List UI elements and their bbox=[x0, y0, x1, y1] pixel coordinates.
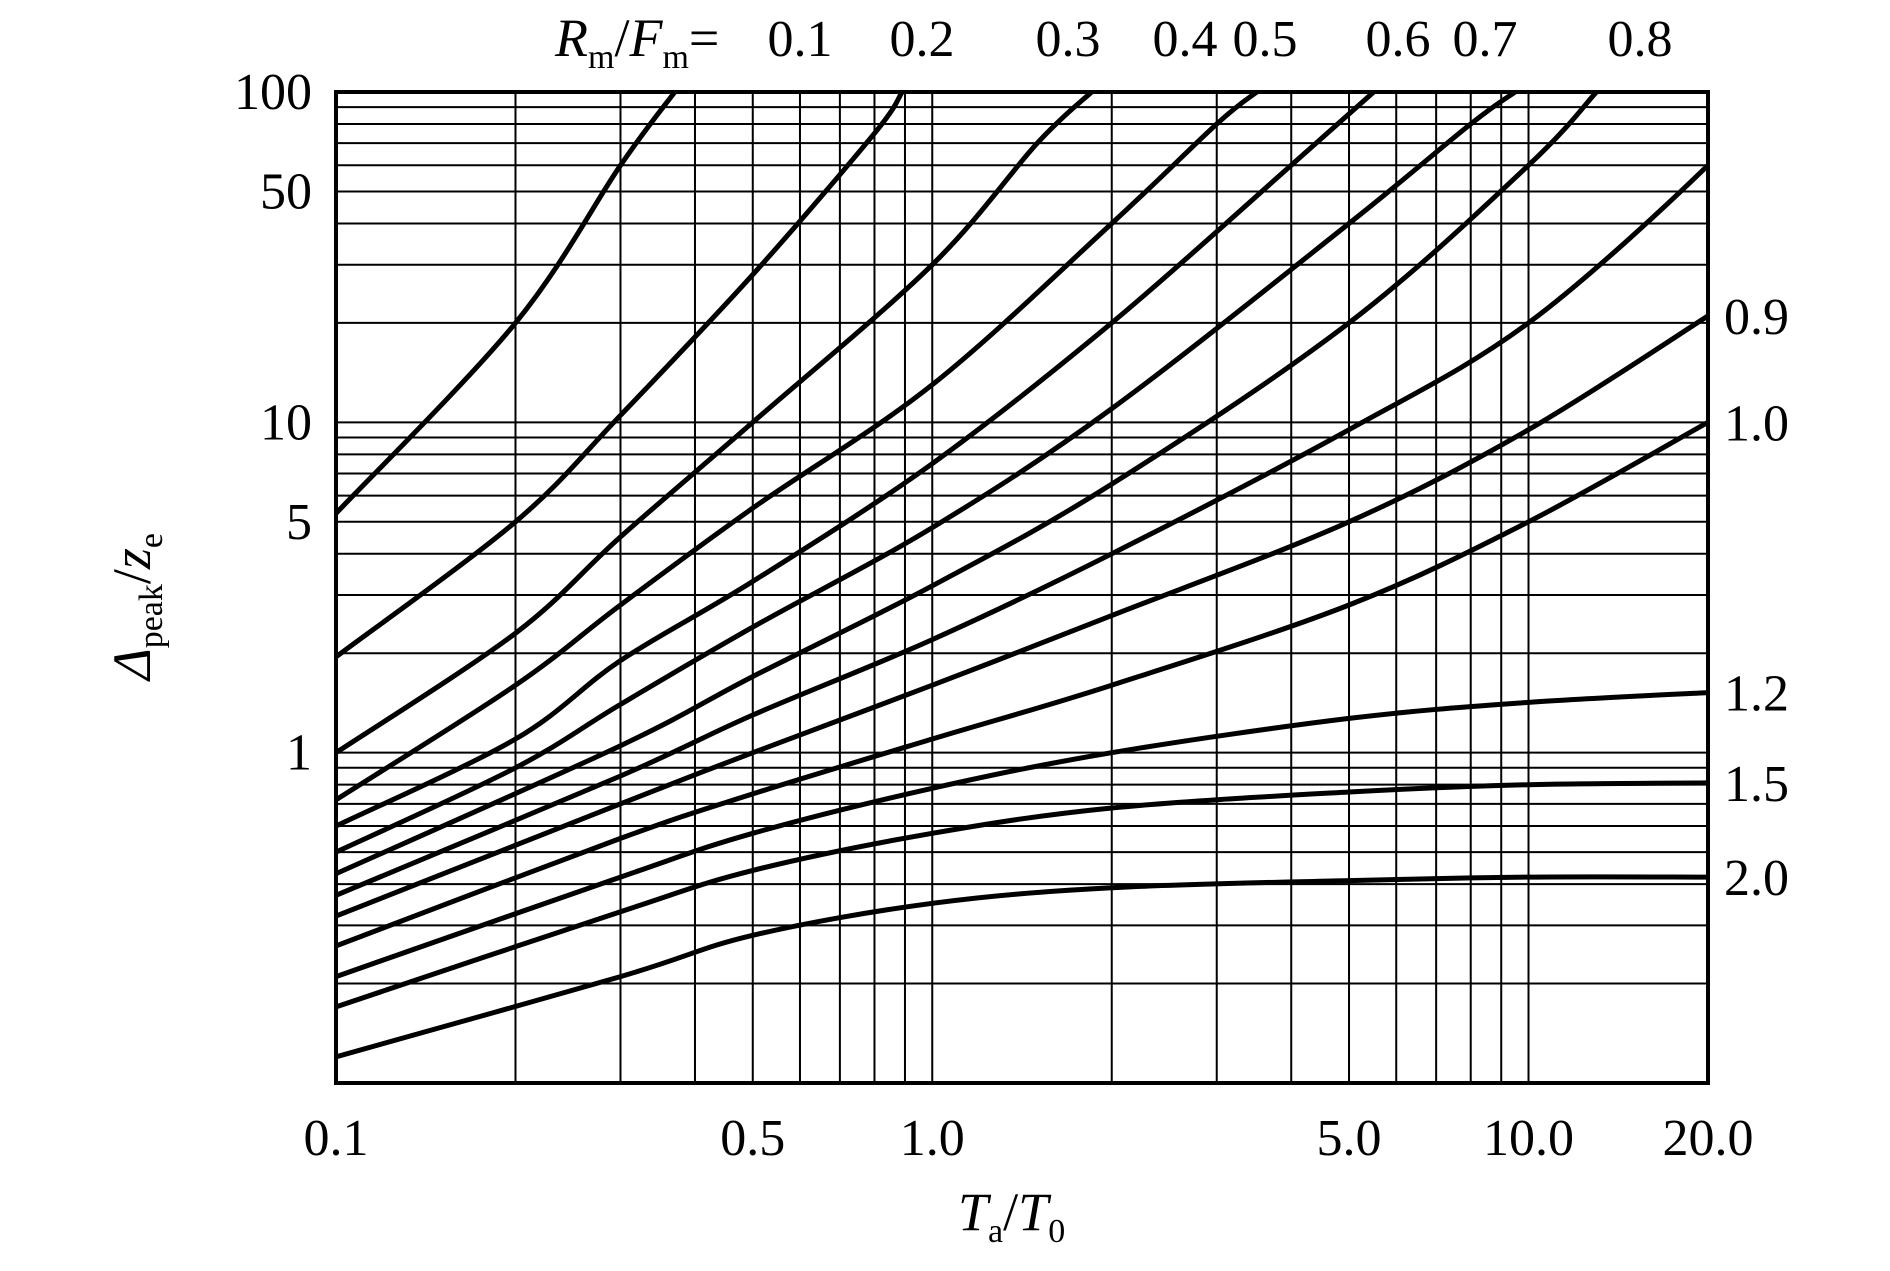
series-line-1.2 bbox=[336, 690, 1708, 979]
x-tick-labels: 0.1 0.5 1.0 5.0 10.0 20.0 bbox=[304, 1110, 1754, 1167]
plot-frame bbox=[334, 90, 1710, 1085]
y-axis-title: Δpeak/ze bbox=[102, 533, 170, 682]
series-label-0.4: 0.4 bbox=[1153, 11, 1218, 68]
series-labels: 0.1 0.2 0.3 0.4 0.5 0.6 0.7 0.8 0.9 1.0 1.2 1.5 2.0 bbox=[768, 11, 1790, 907]
series-line-0.1 bbox=[336, 92, 677, 516]
series-label-1.0: 1.0 bbox=[1724, 395, 1789, 452]
series-label-2.0: 2.0 bbox=[1724, 850, 1789, 907]
series-line-1.5 bbox=[336, 780, 1708, 1010]
series-label-1.5: 1.5 bbox=[1724, 756, 1789, 813]
y-tick-label: 10 bbox=[260, 394, 312, 451]
series-line-1.0 bbox=[336, 420, 1708, 949]
y-tick-label: 50 bbox=[260, 163, 312, 220]
x-tick-label: 5.0 bbox=[1317, 1110, 1382, 1167]
y-tick-labels: 1 5 10 50 100 bbox=[234, 64, 312, 782]
x-tick-label: 1.0 bbox=[900, 1110, 965, 1167]
series-line-0.4 bbox=[336, 92, 1259, 802]
series-line-0.3 bbox=[336, 92, 1094, 755]
series-line-0.5 bbox=[336, 92, 1376, 829]
series-line-0.2 bbox=[336, 92, 905, 659]
legend-title: Rm/Fm= bbox=[554, 8, 719, 76]
grid-lines bbox=[336, 92, 1708, 1083]
series-label-0.8: 0.8 bbox=[1608, 11, 1673, 68]
x-axis-title: Ta/T0 bbox=[958, 1182, 1065, 1250]
series-label-0.9: 0.9 bbox=[1724, 289, 1789, 346]
series-label-0.5: 0.5 bbox=[1233, 11, 1298, 68]
series-label-0.3: 0.3 bbox=[1036, 11, 1101, 68]
series-label-1.2: 1.2 bbox=[1724, 666, 1789, 723]
series-label-0.6: 0.6 bbox=[1366, 11, 1431, 68]
series-line-0.7 bbox=[336, 92, 1599, 876]
x-tick-label: 10.0 bbox=[1483, 1110, 1574, 1167]
series-line-0.8 bbox=[336, 161, 1708, 898]
y-tick-label: 1 bbox=[286, 725, 312, 782]
x-tick-label: 20.0 bbox=[1663, 1110, 1754, 1167]
series-line-2.0 bbox=[336, 874, 1708, 1060]
series-line-0.6 bbox=[336, 92, 1517, 855]
series-label-0.1: 0.1 bbox=[768, 11, 833, 68]
series-line-0.9 bbox=[336, 313, 1708, 919]
series-label-0.7: 0.7 bbox=[1453, 11, 1518, 68]
y-tick-label: 5 bbox=[286, 494, 312, 551]
x-tick-label: 0.5 bbox=[720, 1110, 785, 1167]
series-label-0.2: 0.2 bbox=[890, 11, 955, 68]
x-tick-label: 0.1 bbox=[304, 1110, 369, 1167]
y-tick-label: 100 bbox=[234, 64, 312, 121]
series-curves bbox=[336, 92, 1708, 1060]
